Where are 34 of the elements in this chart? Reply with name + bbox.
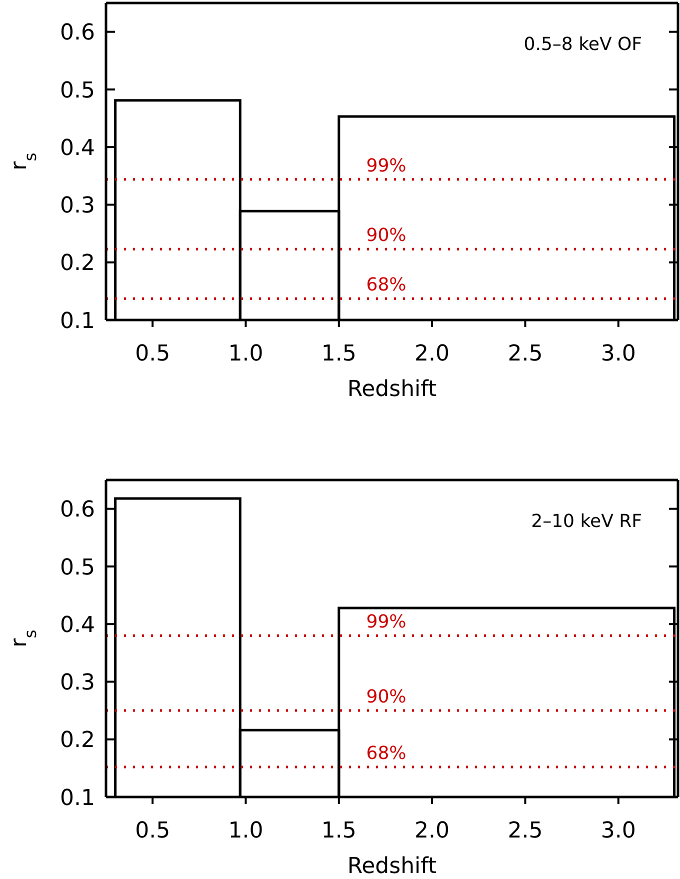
y-tick-label: 0.1	[60, 786, 95, 811]
y-tick-label: 0.4	[60, 612, 95, 638]
annotation: 99%	[366, 155, 406, 176]
annotation: 99%	[366, 612, 406, 633]
annotation: 68%	[366, 743, 406, 764]
x-tick-label: 2.5	[508, 818, 543, 844]
annotation: 90%	[366, 686, 406, 708]
x-tick-label: 1.0	[228, 818, 264, 844]
annotation: 90%	[366, 225, 406, 246]
annotation: 2–10 keV RF	[531, 511, 642, 532]
x-tick-label: 2.5	[508, 342, 543, 367]
y-tick-label: 0.6	[60, 20, 95, 46]
x-tick-label: 1.5	[321, 818, 356, 844]
annotation: 0.5–8 keV OF	[524, 34, 642, 55]
y-tick-label: 0.2	[60, 728, 95, 754]
x-axis-title: Redshift	[347, 377, 438, 402]
y-tick-label: 0.3	[60, 670, 95, 696]
annotation: 68%	[366, 274, 406, 296]
x-tick-label: 2.0	[414, 818, 450, 844]
y-tick-label: 0.5	[60, 78, 95, 104]
y-tick-label: 0.3	[60, 194, 95, 219]
y-tick-label: 0.5	[60, 555, 95, 580]
y-tick-label: 0.2	[60, 251, 95, 276]
x-tick-label: 0.5	[135, 818, 170, 844]
x-tick-label: 1.0	[228, 342, 264, 367]
x-tick-label: 3.0	[600, 818, 636, 844]
x-tick-label: 1.5	[321, 342, 356, 367]
x-tick-label: 0.5	[135, 342, 170, 367]
x-axis-title: Redshift	[347, 854, 438, 879]
y-tick-label: 0.4	[60, 136, 95, 161]
x-tick-label: 3.0	[600, 342, 636, 367]
y-tick-label: 0.1	[60, 308, 95, 334]
y-tick-label: 0.6	[60, 498, 95, 523]
x-tick-label: 2.0	[414, 342, 450, 367]
